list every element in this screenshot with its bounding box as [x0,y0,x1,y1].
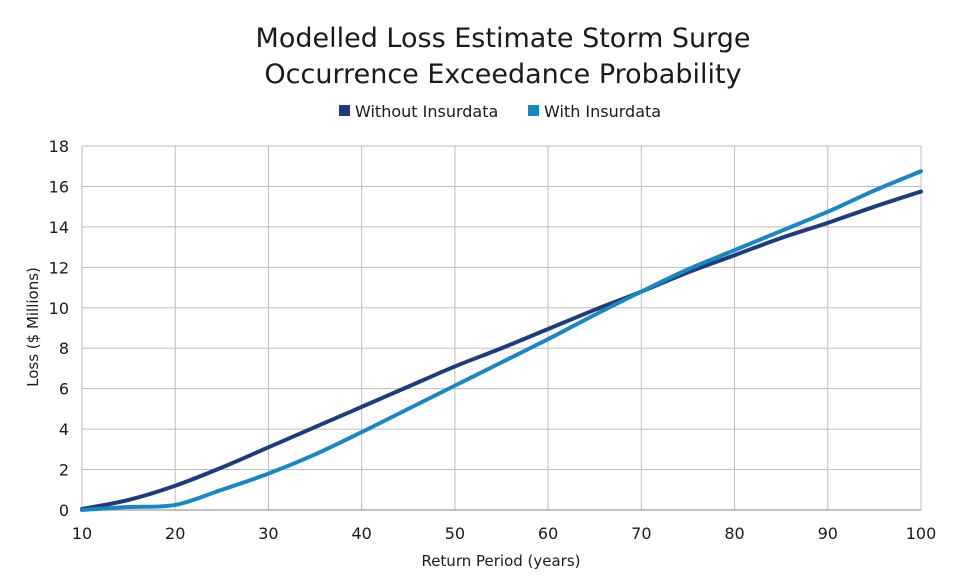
series-line-with-insurdata [80,169,923,512]
y-tick-label: 18 [49,137,69,156]
y-tick-label: 6 [59,380,69,399]
series-lines [80,169,923,512]
y-tick-label: 8 [59,339,69,358]
y-tick-label: 0 [59,501,69,520]
y-tick-label: 14 [49,218,69,237]
legend-label-with-insurdata: With Insurdata [544,102,661,121]
legend: Without Insurdata With Insurdata [339,102,661,121]
y-axis-label: Loss ($ Millions) [24,267,42,387]
chart-title-line-1: Modelled Loss Estimate Storm Surge [256,23,751,54]
x-tick-label: 70 [631,524,651,543]
x-axis-label: Return Period (years) [421,552,580,570]
x-tick-label: 30 [258,524,278,543]
y-tick-label: 16 [49,177,69,196]
x-tick-label: 10 [72,524,92,543]
x-tick-label: 80 [724,524,744,543]
y-tick-label: 10 [49,299,69,318]
x-tick-label: 20 [165,524,185,543]
legend-swatch-with-insurdata [528,105,539,116]
y-tick-label: 4 [59,420,69,439]
legend-swatch-without-insurdata [339,105,350,116]
x-tick-label: 100 [906,524,937,543]
x-tick-label: 50 [445,524,465,543]
tick-labels: 10 20 30 40 50 60 70 80 90 100 0 2 4 6 8 10 12 14 16 18 [49,137,937,543]
x-tick-label: 90 [818,524,838,543]
chart-title-line-2: Occurrence Exceedance Probability [264,59,741,90]
y-tick-label: 12 [49,258,69,277]
legend-label-without-insurdata: Without Insurdata [355,102,498,121]
x-tick-label: 60 [538,524,558,543]
series-line-without-insurdata [80,189,923,511]
y-tick-label: 2 [59,461,69,480]
x-tick-label: 40 [351,524,371,543]
grid [81,145,922,511]
